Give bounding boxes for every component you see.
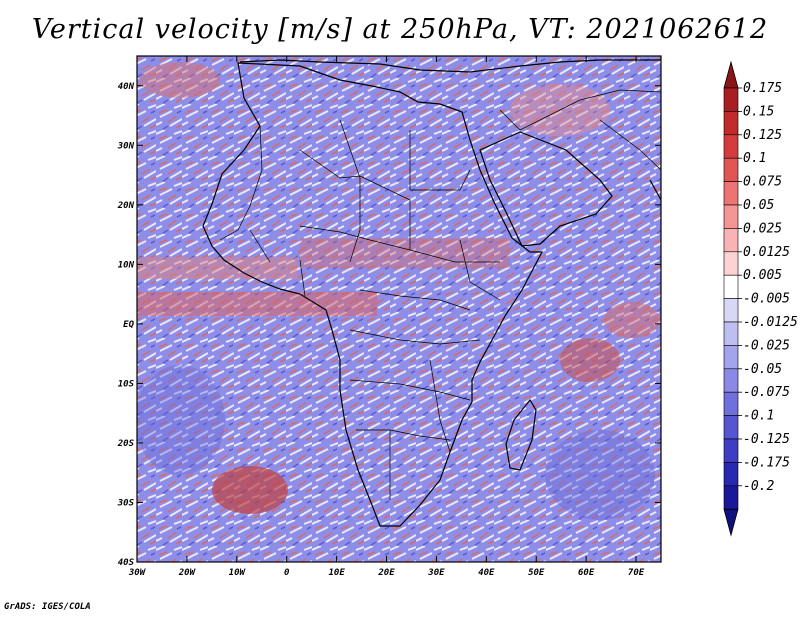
- lat-label: 40S: [118, 558, 135, 568]
- lon-label: 10W: [229, 568, 247, 578]
- colorbar-label: 0.025: [743, 221, 782, 236]
- lon-label: 70E: [628, 568, 645, 578]
- colorbar-label: -0.05: [743, 362, 782, 377]
- colorbar-label: 0.075: [743, 175, 782, 190]
- colorbar-label: 0.1: [743, 151, 766, 166]
- colorbar-swatch: [723, 415, 739, 440]
- india-coastline: [649, 179, 661, 201]
- colorbar-label: 0.005: [743, 268, 782, 283]
- colorbar-swatch: [723, 462, 739, 487]
- africa-coastline: [202, 62, 543, 527]
- lat-label: 10S: [118, 379, 135, 389]
- colorbar-label: -0.125: [743, 432, 790, 447]
- central-africa-ascent: [300, 238, 510, 268]
- colorbar-swatch: [723, 204, 739, 229]
- colorbar-swatch: [723, 368, 739, 393]
- colorbar-label: -0.075: [743, 385, 790, 400]
- colorbar-bottom-arrow: [723, 508, 739, 537]
- indian-ocean-ascent: [560, 338, 620, 382]
- colorbar-label: 0.15: [743, 104, 774, 119]
- colorbar-swatch: [723, 181, 739, 206]
- madagascar-coastline: [505, 398, 537, 471]
- colorbar-swatch: [723, 391, 739, 416]
- lat-label: 20S: [117, 439, 135, 449]
- lon-label: 20W: [178, 568, 197, 578]
- lon-label: 20E: [377, 568, 395, 578]
- colorbar-swatch: [723, 111, 739, 136]
- colorbar-label: -0.1: [743, 409, 774, 424]
- lon-label: 40E: [478, 568, 495, 578]
- north-atlantic-ascent: [140, 62, 220, 98]
- colorbar-swatch: [723, 251, 739, 276]
- lat-label: 10N: [118, 260, 135, 270]
- colorbar-label: -0.025: [743, 338, 790, 353]
- map-axes: 30W 20W 10W 0 10E 20E 30E 40E 50E 60E 70E 40N 30N 20N…: [117, 56, 661, 578]
- lon-label: 0: [284, 568, 290, 578]
- colorbar-swatch: [723, 485, 739, 510]
- itcz-ascent-band-sahel: [137, 257, 297, 279]
- lat-label: 20N: [117, 201, 135, 211]
- lon-label: 50E: [528, 568, 545, 578]
- colorbar-label: -0.175: [743, 455, 790, 470]
- colorbar-label: 0.05: [743, 198, 774, 213]
- colorbar-label: -0.2: [743, 479, 774, 494]
- colorbar-swatch: [723, 298, 739, 323]
- itcz-ascent-band-west: [137, 292, 377, 316]
- lat-label: 40N: [118, 82, 135, 92]
- colorbar-swatch: [723, 134, 739, 159]
- indian-ocean-descent: [545, 430, 655, 520]
- colorbar-label: 0.0125: [743, 245, 790, 260]
- europe-coastline: [239, 59, 661, 73]
- grads-credit: GrADS: IGES/COLA: [4, 602, 91, 612]
- map-frame: [136, 55, 662, 563]
- lon-label: 60E: [578, 568, 595, 578]
- colorbar-swatch: [723, 157, 739, 182]
- colorbar-swatch: [723, 228, 739, 253]
- colorbar-label: 0.175: [743, 81, 782, 96]
- colorbar-label: -0.0125: [743, 315, 798, 330]
- colorbar-swatch: [723, 345, 739, 370]
- map-title: Vertical velocity [m/s] at 250hPa, VT: 2…: [31, 14, 769, 45]
- lat-label: EQ: [123, 320, 134, 330]
- map-plot-area: [137, 56, 661, 562]
- lon-label: 30W: [128, 568, 147, 578]
- colorbar-top-arrow: [723, 60, 739, 89]
- colorbar-swatch: [723, 321, 739, 346]
- arabian-peninsula-coastline: [479, 131, 613, 247]
- colorbar: 0.175 0.15 0.125 0.1 0.075 0.05 0.025 0.0125 0.0…: [723, 60, 798, 537]
- colorbar-label: -0.005: [743, 292, 790, 307]
- lat-label: 30N: [117, 141, 135, 151]
- atlantic-descent: [137, 365, 225, 475]
- colorbar-swatch: [723, 438, 739, 463]
- lon-label: 30E: [427, 568, 445, 578]
- lon-label: 10E: [328, 568, 345, 578]
- indian-ocean-ascent-east: [604, 302, 660, 338]
- colorbar-swatch: [723, 87, 739, 112]
- colorbar-label: 0.125: [743, 128, 782, 143]
- coastlines: [202, 59, 661, 527]
- lat-label: 30S: [117, 498, 135, 508]
- country-borders: [219, 89, 661, 500]
- south-atlantic-ascent: [212, 466, 288, 514]
- colorbar-swatch: [723, 274, 739, 299]
